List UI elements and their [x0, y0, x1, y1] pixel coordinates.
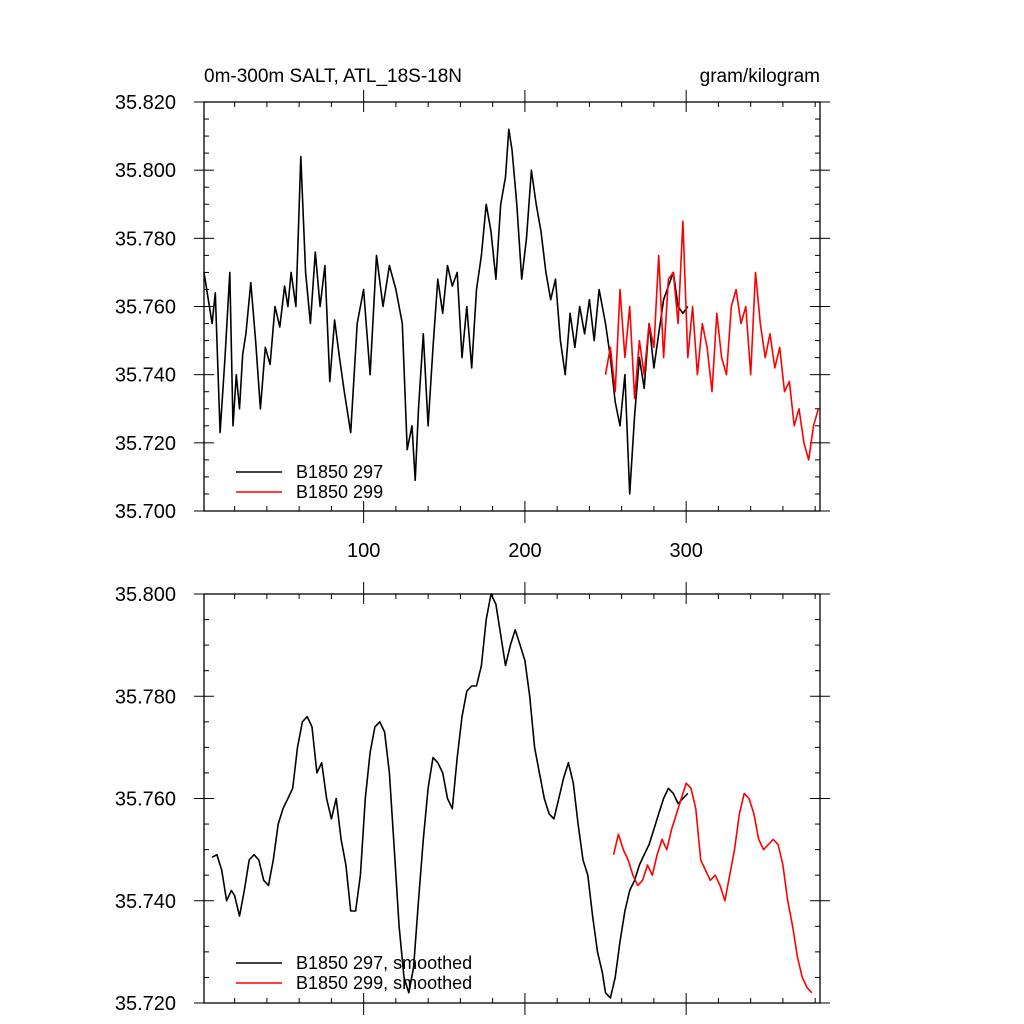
bottom-panel-ticks — [194, 582, 830, 1015]
legend-label-b1850-297: B1850 297 — [296, 462, 383, 482]
y-tick-label: 35.740 — [115, 365, 176, 387]
bottom-panel: 35.720 35.740 35.760 35.780 35.800 B1850 297… — [115, 582, 830, 1015]
legend-label-b1850-299-smoothed: B1850 299, smoothed — [296, 973, 472, 993]
series-line-0-0 — [203, 128, 607, 482]
units-label: gram/kilogram — [700, 66, 820, 87]
series-line-1-0 — [211, 593, 689, 999]
x-tick-label: 300 — [669, 540, 702, 562]
y-tick-label: 35.820 — [115, 92, 176, 114]
y-tick-label: 35.740 — [115, 891, 176, 913]
series-line-0-1 — [604, 271, 689, 495]
top-panel-title: 0m-300m SALT, ATL_18S-18N — [204, 66, 462, 87]
bottom-panel-series — [211, 593, 813, 999]
y-tick-label: 35.700 — [115, 501, 176, 523]
y-tick-label: 35.780 — [115, 228, 176, 250]
top-panel-legend: B1850 297 B1850 299 — [236, 462, 383, 502]
x-tick-label: 200 — [508, 540, 541, 562]
top-panel-x-tick-labels: 100 200 300 — [347, 540, 703, 562]
legend-label-b1850-297-smoothed: B1850 297, smoothed — [296, 953, 472, 973]
x-tick-label: 100 — [347, 540, 380, 562]
bottom-panel-y-tick-labels: 35.720 35.740 35.760 35.780 35.800 — [115, 584, 176, 1015]
y-tick-label: 35.800 — [115, 584, 176, 606]
series-line-0-2 — [604, 220, 820, 461]
y-tick-label: 35.780 — [115, 686, 176, 708]
y-tick-label: 35.800 — [115, 160, 176, 182]
bottom-panel-legend: B1850 297, smoothed B1850 299, smoothed — [236, 953, 472, 993]
top-panel-frame — [203, 101, 821, 512]
y-tick-label: 35.720 — [115, 433, 176, 455]
legend-label-b1850-299: B1850 299 — [296, 482, 383, 502]
y-tick-label: 35.720 — [115, 993, 176, 1015]
y-tick-label: 35.760 — [115, 297, 176, 319]
top-panel: 0m-300m SALT, ATL_18S-18N gram/kilogram … — [115, 66, 830, 562]
y-tick-label: 35.760 — [115, 789, 176, 811]
top-panel-y-tick-labels: 35.700 35.720 35.740 35.760 35.780 35.800 35.8… — [115, 92, 176, 523]
top-panel-series — [203, 128, 820, 495]
bottom-panel-frame — [203, 593, 821, 1004]
series-line-1-1 — [612, 782, 813, 994]
